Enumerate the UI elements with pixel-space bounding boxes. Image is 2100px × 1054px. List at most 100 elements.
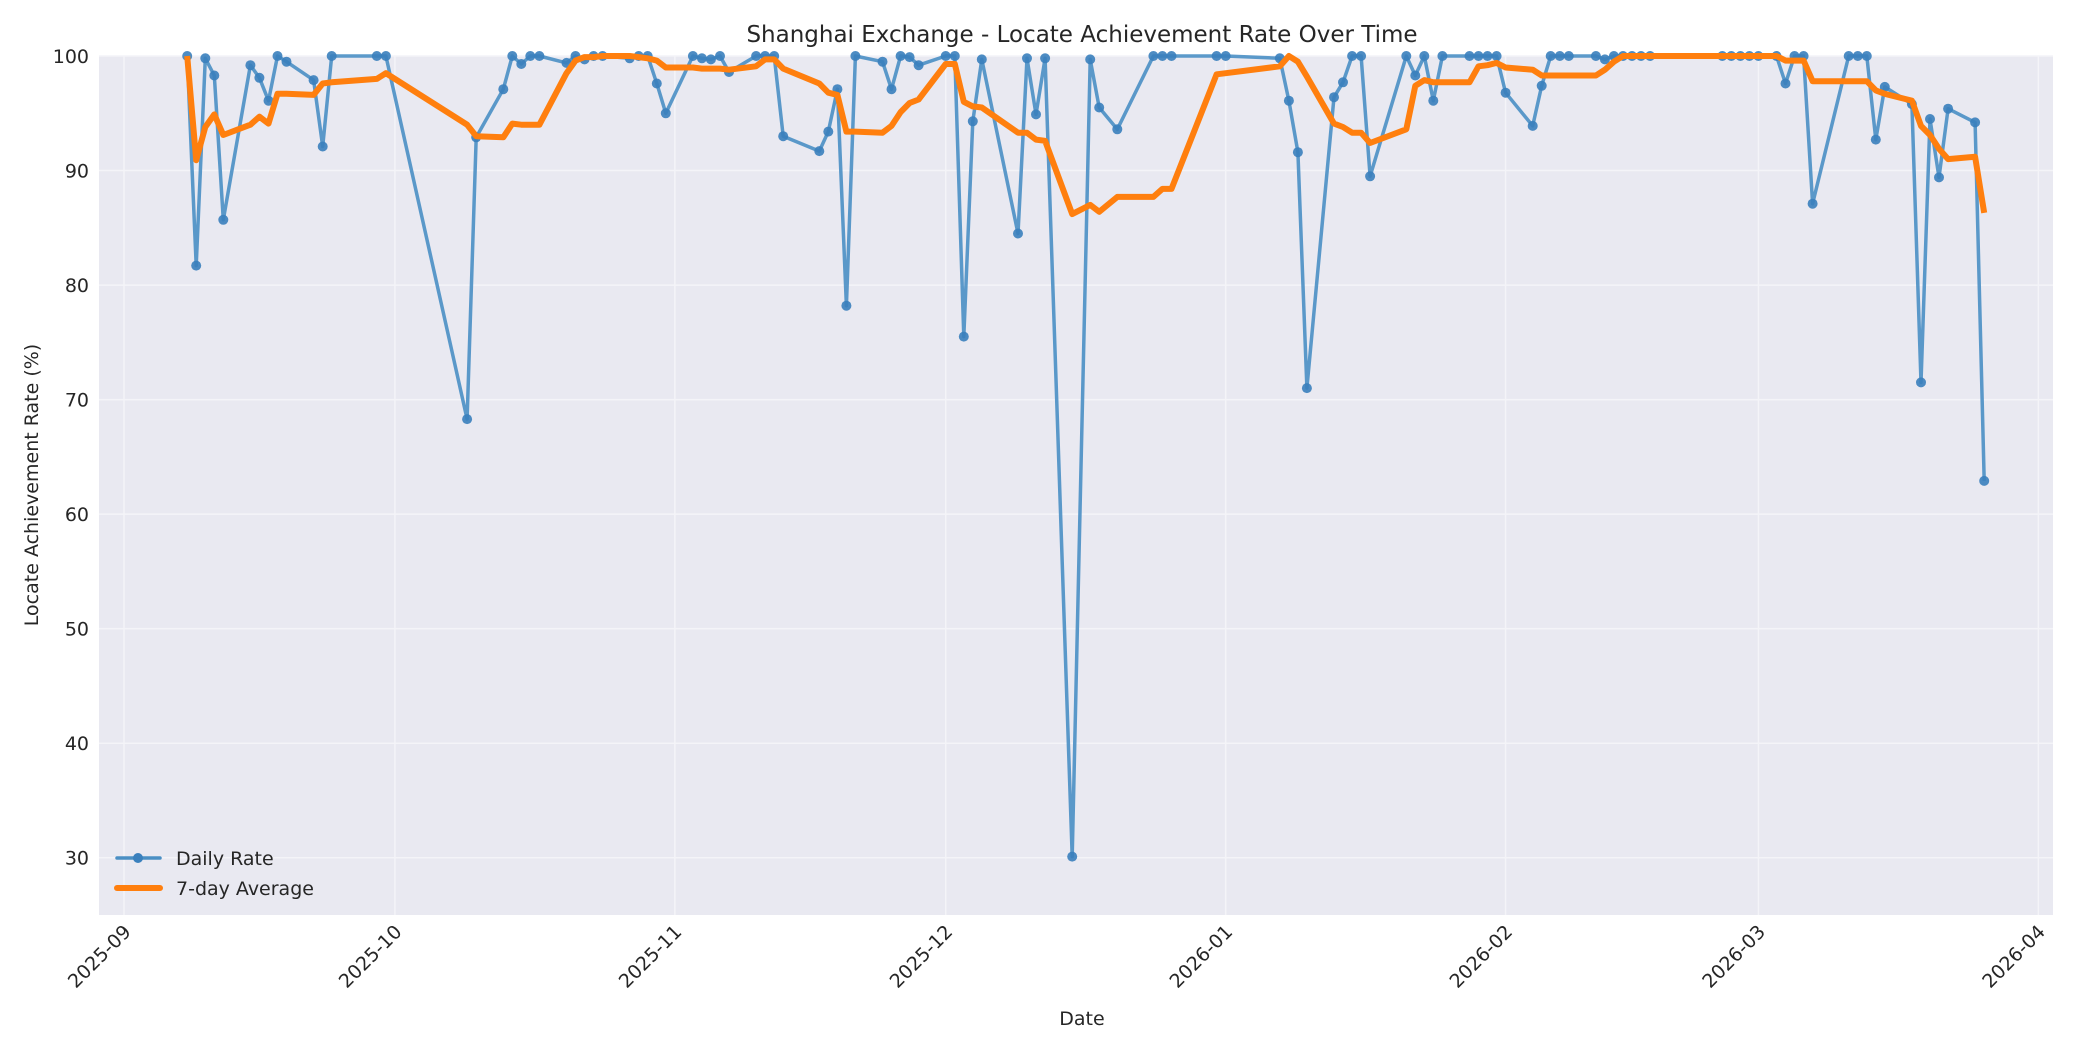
data-point [1545, 51, 1556, 61]
x-tick-label: 2025-10 [335, 921, 407, 993]
y-tick-label: 60 [65, 504, 89, 526]
data-point [1870, 134, 1881, 145]
data-point [1347, 51, 1358, 61]
y-tick-label: 40 [65, 733, 89, 755]
data-point [1356, 51, 1367, 61]
data-point [751, 51, 762, 61]
data-point [904, 52, 915, 63]
data-point [1464, 51, 1475, 61]
data-point [1563, 51, 1574, 61]
data-point [886, 84, 897, 95]
data-point [1807, 198, 1818, 209]
data-point [696, 53, 707, 64]
data-point [1428, 95, 1439, 106]
data-point [1112, 124, 1123, 135]
data-point [1916, 377, 1926, 388]
y-tick-label: 30 [65, 848, 89, 870]
data-point [778, 131, 789, 142]
data-point [913, 60, 924, 71]
data-point [254, 72, 265, 83]
data-point [191, 260, 202, 271]
y-axis-label: Locate Achievement Rate (%) [21, 344, 43, 626]
data-point [281, 56, 292, 67]
data-point [850, 51, 861, 61]
data-point [705, 54, 716, 65]
data-point [940, 51, 951, 61]
data-point [498, 84, 509, 95]
data-point [308, 75, 319, 86]
data-point [976, 54, 987, 65]
data-point [1970, 117, 1981, 128]
y-tick-label: 50 [65, 619, 89, 641]
data-point [949, 51, 960, 61]
data-point [272, 51, 283, 61]
data-point [1500, 87, 1511, 98]
chart-title: Shanghai Exchange - Locate Achievement R… [746, 22, 1417, 48]
data-point [516, 59, 527, 69]
data-point [317, 141, 328, 152]
series-layer [182, 51, 1990, 862]
data-point [814, 146, 825, 157]
data-point [687, 51, 698, 61]
x-tick-label: 2026-02 [1445, 921, 1517, 993]
data-point [1843, 51, 1854, 61]
data-point [1925, 114, 1935, 124]
data-point [1148, 51, 1159, 61]
data-point [534, 51, 545, 61]
legend: Daily Rate 7-day Average [114, 848, 314, 900]
y-tick-label: 70 [65, 390, 89, 412]
data-point [1482, 51, 1493, 61]
data-point [1338, 77, 1348, 88]
x-tick-label: 2026-03 [1698, 921, 1770, 993]
data-point [1473, 51, 1484, 61]
data-point [263, 95, 274, 106]
y-axis-ticks: 30 40 50 60 70 80 90 100 [53, 46, 89, 870]
data-point [1536, 80, 1547, 91]
data-point [651, 78, 662, 89]
y-tick-label: 90 [65, 161, 89, 183]
x-tick-label: 2025-12 [886, 921, 958, 993]
data-point [1157, 51, 1168, 61]
data-point [1437, 51, 1448, 61]
data-point [1022, 53, 1032, 64]
data-point [1934, 172, 1944, 183]
data-point [1301, 383, 1312, 394]
data-point [1599, 54, 1610, 65]
data-point [1040, 53, 1051, 64]
x-axis-ticks: 2025-09 2025-10 2025-11 2025-12 2026-01 2026-… [64, 921, 2050, 993]
data-point [1943, 103, 1954, 114]
seven-day-average-line [184, 53, 1988, 218]
data-point [507, 51, 518, 61]
data-point [1410, 70, 1421, 81]
data-point [823, 126, 834, 137]
data-point [245, 60, 256, 71]
data-point [1401, 51, 1412, 61]
data-point [326, 51, 337, 61]
data-point [1013, 228, 1023, 239]
data-point [1365, 171, 1376, 182]
data-point [525, 51, 536, 61]
data-point [1419, 51, 1430, 61]
data-point [209, 70, 220, 81]
x-tick-label: 2026-01 [1166, 921, 1238, 993]
data-point [1879, 81, 1890, 92]
legend-daily-marker [133, 853, 143, 863]
data-point [958, 331, 969, 342]
data-point [1292, 147, 1303, 158]
x-tick-label: 2025-11 [615, 921, 687, 993]
data-point [660, 108, 671, 119]
data-point [1067, 851, 1078, 862]
y-tick-label: 100 [53, 46, 89, 68]
y-tick-label: 80 [65, 275, 89, 297]
data-point [371, 51, 382, 61]
data-point [200, 53, 211, 64]
data-point [1283, 95, 1294, 106]
data-point [967, 116, 978, 127]
data-point [1166, 51, 1177, 61]
data-point [1979, 475, 1990, 486]
gridlines [99, 55, 2053, 915]
data-point [1329, 92, 1339, 103]
data-point [1094, 102, 1105, 113]
